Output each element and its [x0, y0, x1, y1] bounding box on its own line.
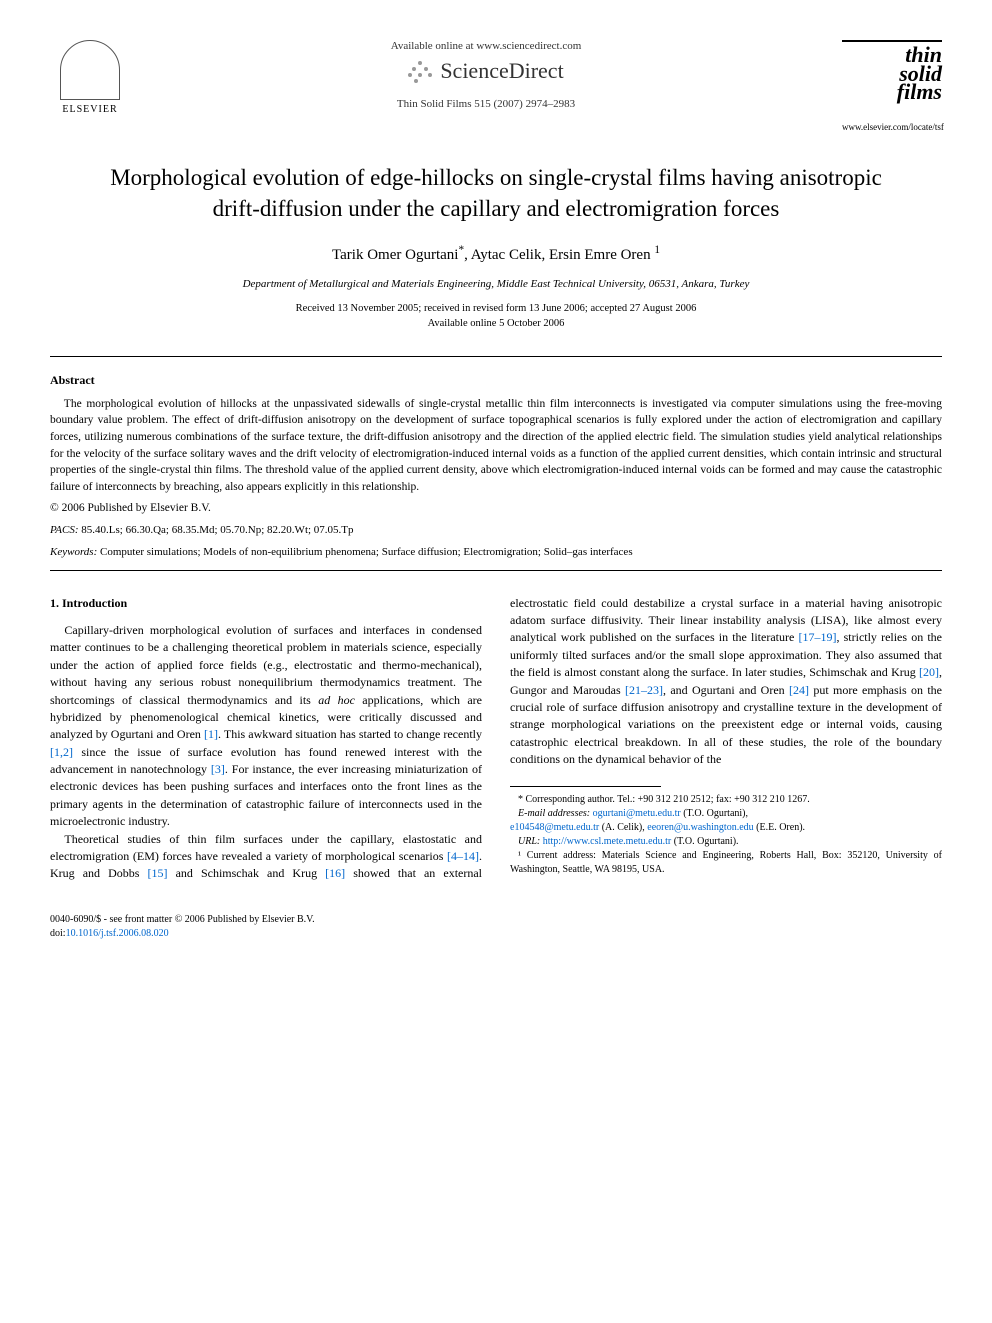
article-dates: Received 13 November 2005; received in r… — [50, 302, 942, 331]
corresponding-author: * Corresponding author. Tel.: +90 312 21… — [510, 793, 942, 807]
dates-line1: Received 13 November 2005; received in r… — [50, 302, 942, 317]
doi-line: doi:10.1016/j.tsf.2006.08.020 — [50, 927, 942, 941]
available-online-text: Available online at www.sciencedirect.co… — [130, 40, 842, 52]
ref-link-1[interactable]: [1] — [204, 727, 218, 741]
body-columns: 1. Introduction Capillary-driven morphol… — [50, 595, 942, 883]
author-3-mark: 1 — [654, 244, 660, 256]
keywords-line: Keywords: Computer simulations; Models o… — [50, 546, 942, 558]
footnote-1: ¹ Current address: Materials Science and… — [510, 849, 942, 877]
ref-link-20[interactable]: [20] — [919, 665, 939, 679]
email-addresses: E-mail addresses: ogurtani@metu.edu.tr (… — [510, 807, 942, 821]
ref-link-21-23[interactable]: [21–23] — [625, 683, 663, 697]
ref-link-16[interactable]: [16] — [325, 866, 345, 880]
rule-top — [50, 356, 942, 357]
email-addresses-2: e104548@metu.edu.tr (A. Celik), eeoren@u… — [510, 821, 942, 835]
section-1-heading: 1. Introduction — [50, 595, 482, 612]
pacs-line: PACS: 85.40.Ls; 66.30.Qa; 68.35.Md; 05.7… — [50, 524, 942, 536]
header-center: Available online at www.sciencedirect.co… — [130, 40, 842, 110]
ref-link-15[interactable]: [15] — [148, 866, 168, 880]
email-link-1[interactable]: ogurtani@metu.edu.tr — [593, 808, 681, 819]
pacs-label: PACS: — [50, 524, 79, 536]
elsevier-logo: ELSEVIER — [50, 40, 130, 130]
author-url: URL: http://www.csl.mete.metu.edu.tr (T.… — [510, 835, 942, 849]
ref-link-24[interactable]: [24] — [789, 683, 809, 697]
author-2: Aytac Celik — [471, 247, 542, 263]
abstract-text: The morphological evolution of hillocks … — [50, 396, 942, 496]
journal-logo: thin solid films www.elsevier.com/locate… — [842, 40, 942, 132]
author-1: Tarik Omer Ogurtani — [332, 247, 458, 263]
email-link-2[interactable]: e104548@metu.edu.tr — [510, 822, 599, 833]
abstract-heading: Abstract — [50, 373, 942, 388]
elsevier-label: ELSEVIER — [62, 104, 117, 115]
bottom-meta: 0040-6090/$ - see front matter © 2006 Pu… — [50, 913, 942, 941]
footnotes: * Corresponding author. Tel.: +90 312 21… — [510, 793, 942, 877]
sciencedirect-text: ScienceDirect — [440, 58, 563, 84]
author-list: Tarik Omer Ogurtani*, Aytac Celik, Ersin… — [50, 244, 942, 264]
keywords-text: Computer simulations; Models of non-equi… — [100, 546, 633, 558]
footnote-rule — [510, 786, 661, 787]
article-title: Morphological evolution of edge-hillocks… — [90, 162, 902, 224]
doi-link[interactable]: 10.1016/j.tsf.2006.08.020 — [66, 928, 169, 939]
tsf-brand: thin solid films — [842, 40, 942, 102]
author-1-mark: * — [458, 244, 464, 256]
ref-link-1-2[interactable]: [1,2] — [50, 745, 73, 759]
journal-reference: Thin Solid Films 515 (2007) 2974–2983 — [130, 98, 842, 110]
tsf-line3: films — [842, 83, 942, 102]
affiliation: Department of Metallurgical and Material… — [50, 278, 942, 290]
url-link[interactable]: http://www.csl.mete.metu.edu.tr — [543, 836, 672, 847]
pacs-codes: 85.40.Ls; 66.30.Qa; 68.35.Md; 05.70.Np; … — [81, 524, 353, 536]
email-link-3[interactable]: eeoren@u.washington.edu — [647, 822, 753, 833]
ref-link-3[interactable]: [3] — [211, 762, 225, 776]
intro-para-1: Capillary-driven morphological evolution… — [50, 622, 482, 831]
rule-bottom — [50, 570, 942, 571]
author-3: Ersin Emre Oren — [549, 247, 651, 263]
ref-link-4-14[interactable]: [4–14] — [447, 849, 479, 863]
dates-line2: Available online 5 October 2006 — [50, 317, 942, 332]
elsevier-tree-icon — [60, 40, 120, 100]
header-row: ELSEVIER Available online at www.science… — [50, 40, 942, 132]
keywords-label: Keywords: — [50, 546, 97, 558]
front-matter-line: 0040-6090/$ - see front matter © 2006 Pu… — [50, 913, 942, 927]
copyright-line: © 2006 Published by Elsevier B.V. — [50, 502, 942, 514]
journal-url: www.elsevier.com/locate/tsf — [842, 122, 942, 132]
sciencedirect-icon — [408, 59, 432, 83]
ref-link-17-19[interactable]: [17–19] — [798, 630, 836, 644]
sciencedirect-row: ScienceDirect — [130, 58, 842, 84]
